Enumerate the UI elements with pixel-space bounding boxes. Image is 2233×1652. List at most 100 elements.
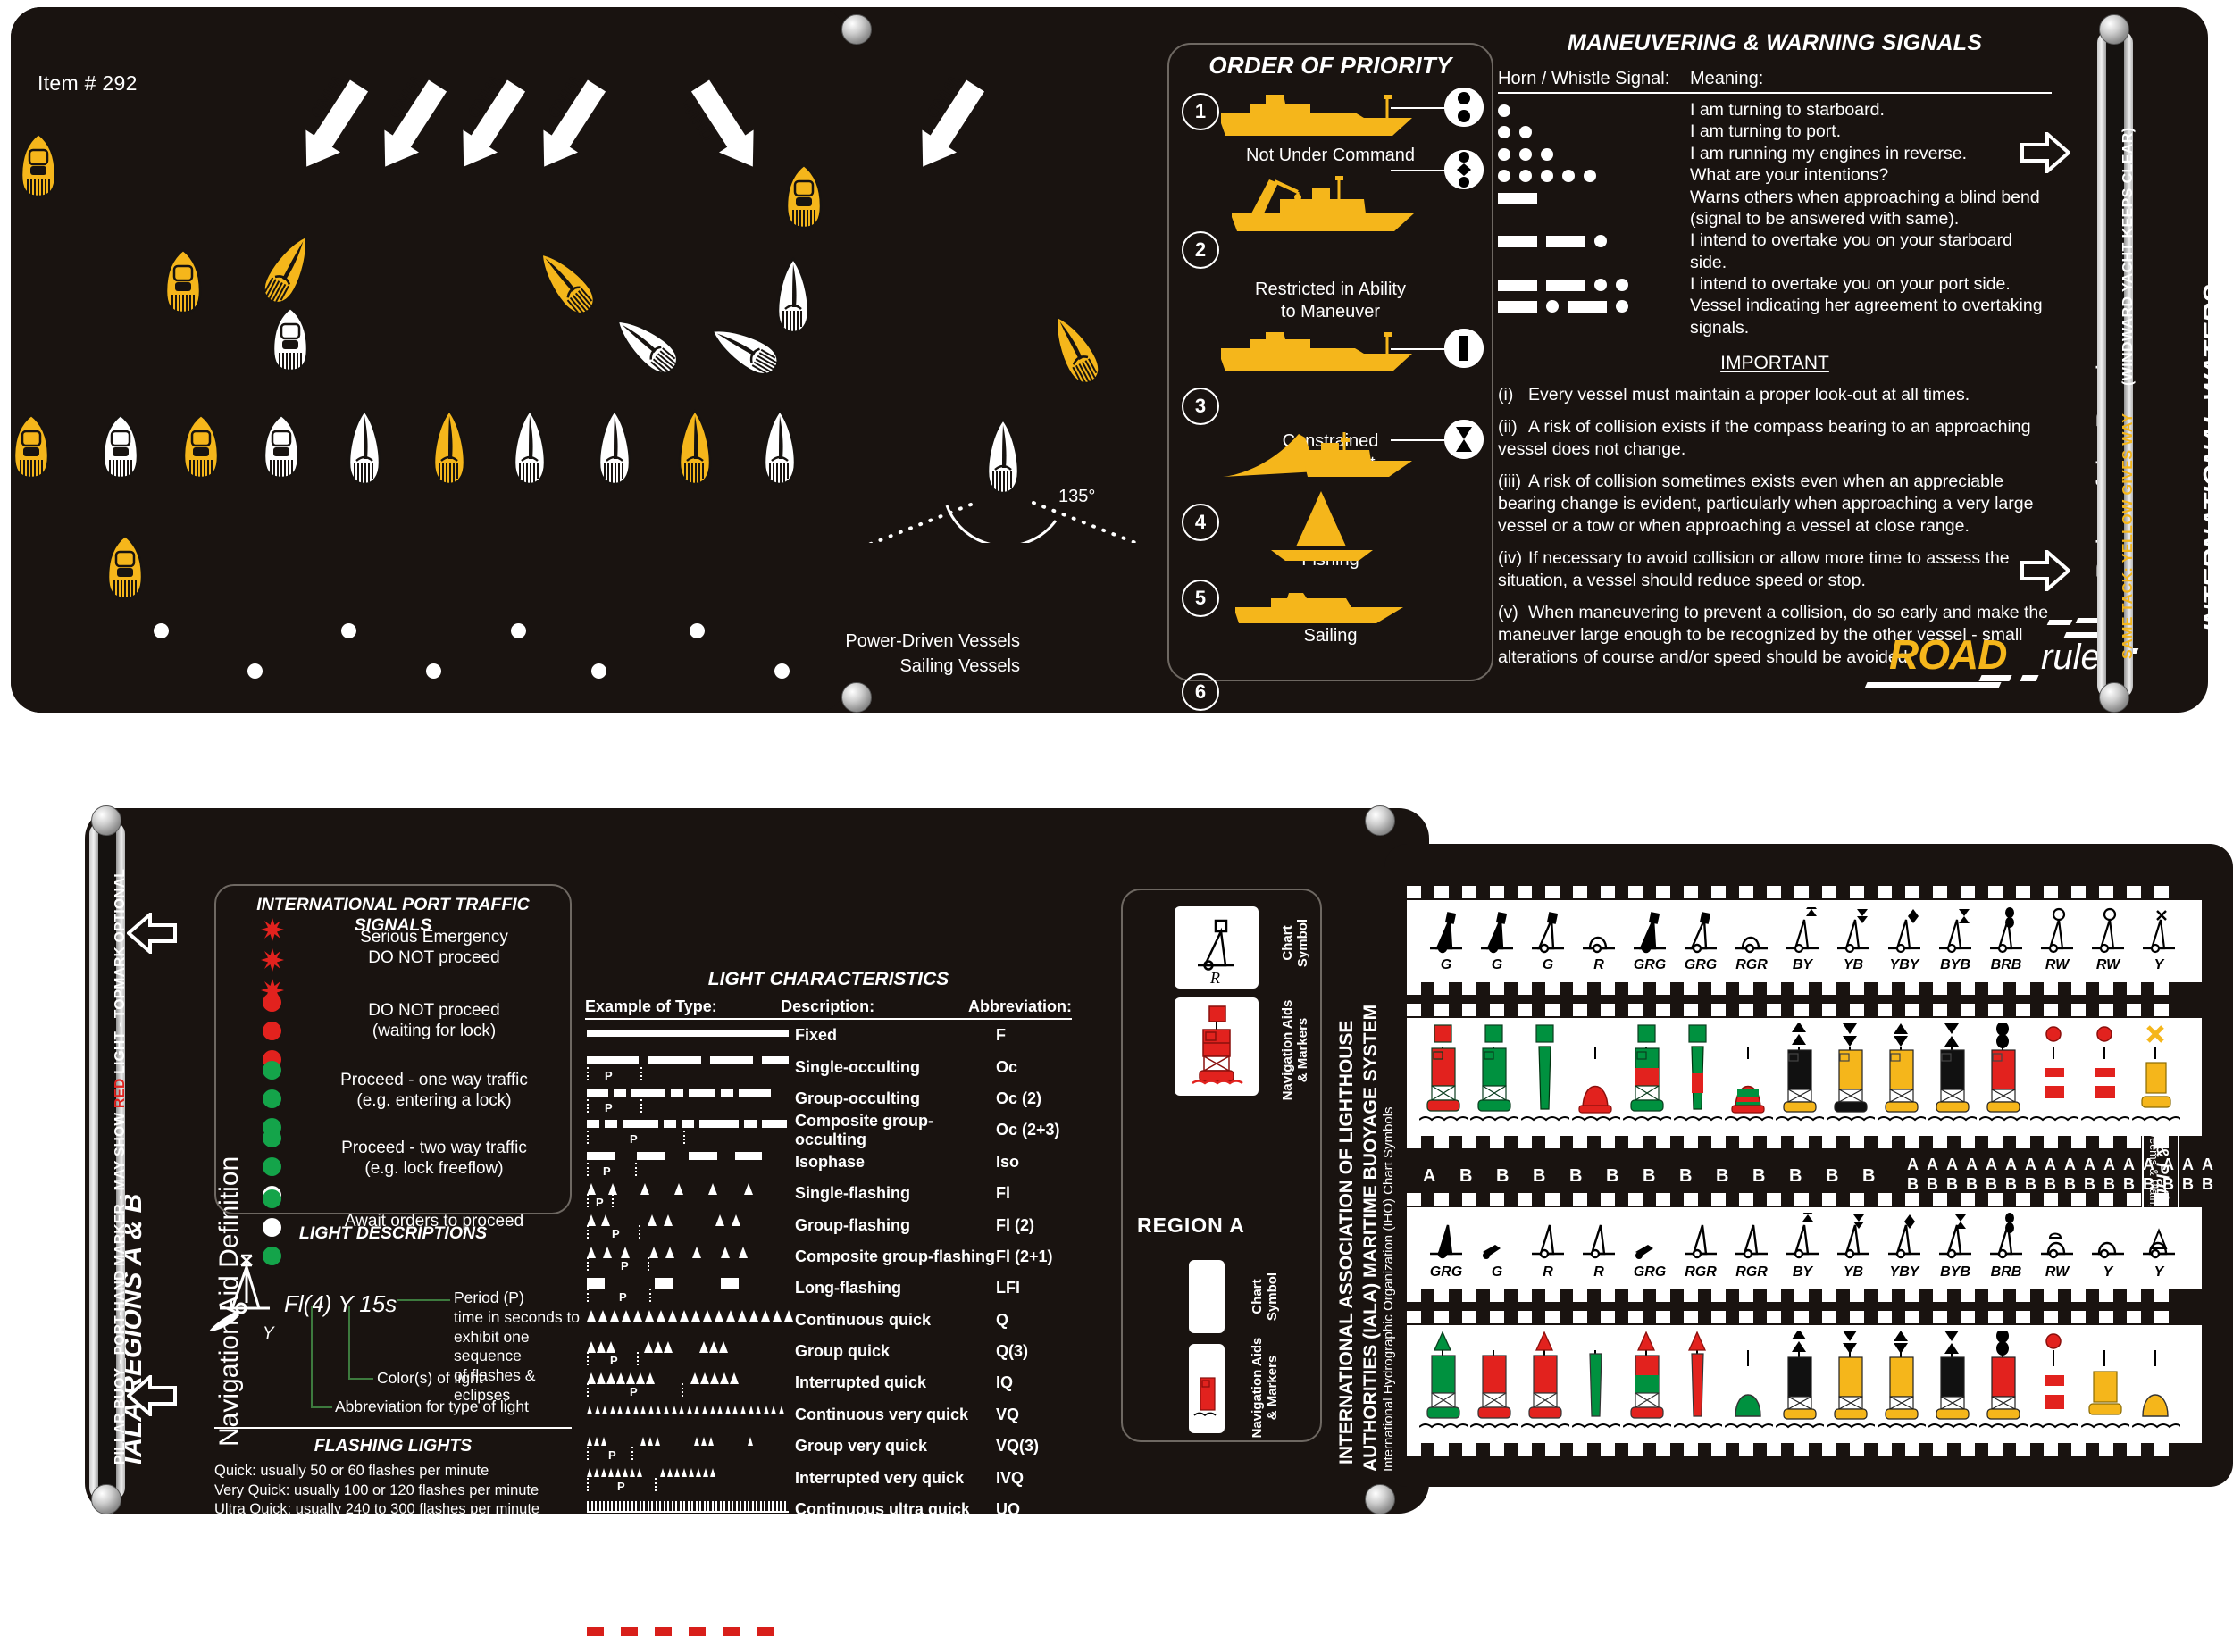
screw-top-right bbox=[2099, 14, 2129, 45]
light-pattern-diagram: P bbox=[585, 1272, 795, 1304]
region-a-letter: A bbox=[2123, 1156, 2135, 1173]
region-b-letter: B bbox=[2103, 1175, 2115, 1193]
light-characteristic-abbreviation: LFl bbox=[996, 1279, 1020, 1297]
buoy-icon bbox=[2131, 1023, 2183, 1131]
flashing-lights-title: FLASHING LIGHTS bbox=[314, 1436, 473, 1456]
route-dot bbox=[341, 623, 356, 638]
chart-symbol-label: GRG bbox=[1633, 1264, 1667, 1280]
light-characteristic-description: Continuous quick bbox=[795, 1310, 931, 1329]
horn-signal-meaning: I am turning to port. bbox=[1690, 121, 1842, 142]
sailing-vessel-icon bbox=[346, 409, 383, 486]
light-characteristic-abbreviation: VQ(3) bbox=[996, 1437, 1040, 1456]
light-characteristic-description: Interrupted very quick bbox=[795, 1468, 965, 1487]
chart-symbol-cone-up-icon bbox=[1423, 907, 1469, 957]
region-b-letter: B bbox=[1927, 1175, 1938, 1193]
film-perforations-top-2 bbox=[1407, 1004, 2202, 1016]
light-pattern-diagram: P bbox=[585, 1114, 795, 1146]
short-blast-icon bbox=[1498, 104, 1510, 117]
buoy-icon bbox=[1877, 1023, 1928, 1131]
route-dot bbox=[591, 663, 606, 679]
chart-symbol-icon bbox=[1525, 1213, 1571, 1263]
chart-symbol-icon bbox=[2034, 1213, 2080, 1263]
red-lamp-icon bbox=[263, 993, 281, 1012]
port-signal-meaning: DO NOT proceed (waiting for lock) bbox=[368, 1001, 500, 1041]
chart-symbol-label: RGR bbox=[1735, 957, 1768, 972]
iala-title-line-2: AUTHORITIES (IALA) MARITIME BUOYAGE SYST… bbox=[1360, 1004, 1381, 1472]
top-reference-card: Item # 292 WIND WIND WIND WIND WIND WIND 135°… bbox=[11, 7, 2229, 739]
short-blast-icon bbox=[1498, 170, 1510, 183]
port-hand-pillar-buoy-icon bbox=[1192, 1005, 1243, 1085]
region-b-letter: B bbox=[2045, 1175, 2056, 1193]
flashing-red-lamp-icon bbox=[261, 948, 284, 972]
region-letter-label: B bbox=[1606, 1166, 1619, 1186]
horn-signal-row: I am turning to starboard. bbox=[1498, 99, 2052, 121]
power-driven-vessel-icon bbox=[163, 248, 204, 314]
light-descriptions-title: LIGHT DESCRIPTIONS bbox=[298, 1223, 488, 1243]
callout-line-color-v bbox=[348, 1306, 350, 1381]
callout-color-text: Color(s) of light bbox=[377, 1369, 483, 1388]
horn-signal-meaning: Warns others when approaching a blind be… bbox=[1690, 187, 2040, 229]
signal-table-header: Horn / Whistle Signal: Meaning: bbox=[1498, 69, 2052, 89]
vessel-silhouette-6 bbox=[1235, 591, 1405, 633]
daymark-ball-diamond-ball-icon bbox=[1444, 150, 1484, 189]
prolonged-blast-icon bbox=[1546, 236, 1585, 248]
region-a-letter: A bbox=[1946, 1156, 1958, 1173]
horn-signal-meaning: I intend to overtake you on your starboa… bbox=[1690, 230, 2012, 272]
iala-title-line-1: INTERNATIONAL ASSOCIATION OF LIGHTHOUSE bbox=[1336, 1020, 1357, 1464]
roadrule-road-text: ROAD bbox=[1889, 631, 2007, 678]
port-signal-meaning: Proceed - two way traffic (e.g. lock fre… bbox=[341, 1139, 527, 1179]
light-characteristic-row: Continuous ultra quick UQ bbox=[585, 1494, 1072, 1525]
prolonged-blast-icon bbox=[1546, 280, 1585, 291]
chart-symbol-isolated-danger-icon bbox=[1983, 907, 2029, 957]
film-perforations-bot-2 bbox=[1407, 1136, 2202, 1148]
roadrule-logo: ROAD rule ® bbox=[1864, 618, 2139, 695]
region-a-letter: A bbox=[1966, 1156, 1978, 1173]
chart-symbol-icon bbox=[1728, 1213, 1775, 1263]
chart-symbol-box-top: R bbox=[1175, 906, 1259, 989]
buoy-icon bbox=[1520, 1023, 1572, 1131]
light-descriptions-panel: LIGHT DESCRIPTIONS Fl(4) Y 15s Y Period … bbox=[209, 1223, 580, 1426]
order-priority-label: Not Under Command bbox=[1246, 146, 1415, 165]
important-item-text: A risk of collision exists if the compas… bbox=[1498, 417, 2031, 460]
buoy-icon bbox=[1469, 1023, 1521, 1131]
region-b-letter: B bbox=[1946, 1175, 1958, 1193]
buoy-icon bbox=[2029, 1331, 2081, 1438]
order-of-priority-title: ORDER OF PRIORITY bbox=[1208, 52, 1452, 79]
light-characteristic-description: Fixed bbox=[795, 1026, 838, 1045]
light-pattern-diagram: P bbox=[585, 1051, 795, 1082]
chart-symbol-label-top: Chart Symbol bbox=[1280, 918, 1311, 968]
order-priority-number: 1 bbox=[1182, 93, 1219, 130]
order-priority-number: 3 bbox=[1182, 388, 1219, 425]
light-pattern-diagram: P bbox=[585, 1525, 795, 1556]
horn-signal-pattern bbox=[1498, 295, 1690, 338]
chart-symbol-icon bbox=[1830, 1213, 1877, 1263]
light-characteristic-row: P Interrupted very quick IVQ bbox=[585, 1462, 1072, 1493]
sailing-vessel-icon bbox=[596, 409, 633, 486]
legend-power-driven: Power-Driven Vessels bbox=[845, 631, 1020, 651]
light-characteristic-abbreviation: Q(3) bbox=[996, 1342, 1028, 1361]
short-blast-icon bbox=[1498, 147, 1510, 161]
region-a-letter: A bbox=[2103, 1156, 2115, 1173]
sailing-vessel-icon bbox=[605, 305, 688, 383]
daymark-two-cones-icon bbox=[1444, 420, 1484, 459]
important-item: (v) When maneuvering to prevent a collisi… bbox=[1498, 602, 2052, 669]
region-b-letter: B bbox=[2182, 1175, 2194, 1193]
power-driven-vessel-icon bbox=[105, 534, 146, 600]
light-characteristic-description: Group-flashing bbox=[795, 1215, 910, 1234]
light-characteristic-abbreviation: Fl (2+1) bbox=[996, 1247, 1053, 1265]
light-pattern-diagram: P bbox=[585, 1209, 795, 1240]
port-signal-meaning: Proceed - one way traffic (e.g. entering… bbox=[340, 1071, 528, 1111]
sailing-vessel-icon bbox=[774, 257, 812, 334]
chart-symbol-label: BYB bbox=[1940, 957, 1970, 972]
chart-symbol-label: YB bbox=[1843, 957, 1864, 972]
light-characteristic-row: Fixed F bbox=[585, 1020, 1072, 1051]
horn-signal-meaning: I am running my engines in reverse. bbox=[1690, 143, 1967, 163]
region-b-letter: B bbox=[2064, 1175, 2076, 1193]
route-dot bbox=[247, 663, 263, 679]
sailing-vessel-icon bbox=[701, 313, 786, 384]
light-characteristic-description: MORSE CODE bbox=[795, 1563, 906, 1581]
important-item-text: Every vessel must maintain a proper look… bbox=[1528, 385, 1970, 405]
short-blast-icon bbox=[1541, 147, 1553, 161]
important-item: (i) Every vessel must maintain a proper l… bbox=[1498, 384, 2052, 406]
region-letter-label: B bbox=[1459, 1166, 1473, 1186]
